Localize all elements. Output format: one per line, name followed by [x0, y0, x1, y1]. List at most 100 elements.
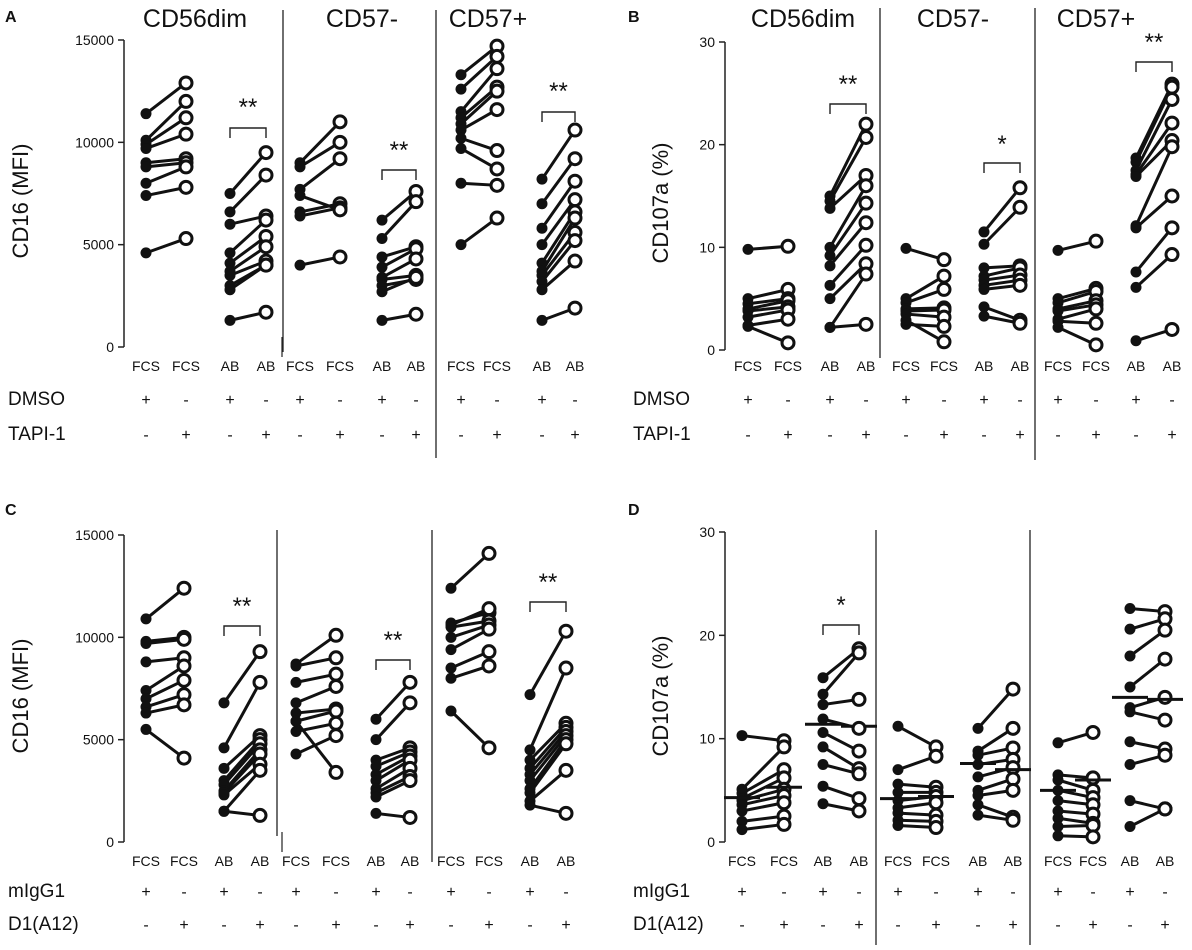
panel-c-condition-label: FCS [322, 853, 350, 869]
panel-a-treatment2-sign: - [539, 427, 544, 444]
panel-a-pair-line [540, 239, 577, 283]
panel-c-open-point [558, 805, 574, 821]
panel-a-filled-point [224, 269, 236, 281]
panel-c-treatment1-sign: + [291, 884, 300, 901]
panel-b-open-point [936, 318, 952, 334]
panel-d-condition-label: FCS [1079, 853, 1107, 869]
panel-c-open-point [176, 750, 192, 766]
panel-b-treatment1-sign: + [825, 392, 834, 409]
panel-a-y-tick-label: 15000 [75, 32, 114, 48]
panel-d-open-point [851, 803, 867, 819]
panel-c-filled-point [218, 742, 230, 754]
panel-d-treatment2-sign: + [1088, 917, 1097, 934]
panel-a-open-point [489, 161, 505, 177]
panel-b-y-tick-label: 0 [707, 342, 715, 358]
panel-c-open-point [252, 807, 268, 823]
panel-a-treatment1-sign: + [456, 392, 465, 409]
panel-b-treatment1-sign: + [1053, 392, 1062, 409]
panel-b-sig-bracket [1135, 61, 1173, 72]
panel-a-condition-label: FCS [483, 358, 511, 374]
panel-a-filled-point [294, 161, 306, 173]
panel-b-condition-label: AB [857, 358, 876, 374]
panel-c-filled-point [445, 582, 457, 594]
panel-a-y-label: CD16 (MFI) [8, 144, 33, 259]
panel-c-y-label: CD16 (MFI) [8, 639, 33, 754]
panel-b-sig-bracket [983, 162, 1021, 173]
panel-d-filled-point [1052, 737, 1064, 749]
panel-c-treatment1-sign: + [141, 884, 150, 901]
panel-c-filled-point [140, 693, 152, 705]
panel-b-open-point [858, 195, 874, 211]
panel-c-condition-label: AB [251, 853, 270, 869]
panel-a-sig-bracket [541, 111, 576, 122]
panel-b-condition-label: AB [821, 358, 840, 374]
panel-a-treatment2-sign: - [143, 427, 148, 444]
panel-d-open-point [1085, 829, 1101, 845]
panel-d-y-tick-label: 30 [699, 524, 715, 540]
panel-d-filled-point [817, 726, 829, 738]
panel-c-pair-line [145, 664, 185, 692]
panel-c-open-point [252, 644, 268, 660]
panel-a-treatment1-sign: - [337, 392, 342, 409]
panel-c-open-point [176, 631, 192, 647]
panel-b-filled-point [1130, 281, 1142, 293]
panel-a-pair-line [144, 100, 188, 142]
panel-c-condition-label: AB [215, 853, 234, 869]
panel-c-filled-point [290, 697, 302, 709]
panel-d-filled-point [817, 780, 829, 792]
panel-b-treatment1-sign: - [1169, 392, 1174, 409]
panel-a-open-point [178, 75, 194, 91]
panel-a-treatment2-sign: + [261, 427, 270, 444]
panel-b-open-point [936, 268, 952, 284]
panel-d-filled-point [1124, 602, 1136, 614]
panel-b-pair-line [982, 186, 1022, 233]
panel-c-pair-line [529, 769, 567, 803]
panel-c-open-point [402, 695, 418, 711]
panel-b-condition-label: FCS [1044, 358, 1072, 374]
panel-a-open-point [489, 177, 505, 193]
panel-a-filled-point [140, 247, 152, 259]
panel-a-filled-point [376, 286, 388, 298]
panel-c-condition-label: AB [367, 853, 386, 869]
panel-a-filled-point [294, 259, 306, 271]
panel-b-pair-line [1134, 253, 1174, 289]
panel-d-condition-label: AB [814, 853, 833, 869]
panel-b-filled-point [978, 283, 990, 295]
panel-a-treatment1-sign: - [572, 392, 577, 409]
panel-c-open-point [328, 650, 344, 666]
panel-c-filled-point [524, 787, 536, 799]
panel-a-y-tick-label: 0 [106, 339, 114, 355]
panel-a-open-point [408, 251, 424, 267]
panel-c-pair-line [528, 667, 568, 751]
panel-d-condition-label: AB [850, 853, 869, 869]
panel-a-letter: A [5, 9, 17, 26]
panel-a-open-point [178, 159, 194, 175]
panel-d-open-point [1005, 681, 1021, 697]
panel-a-condition-label: AB [221, 358, 240, 374]
panel-a-pair-line [298, 120, 342, 164]
panel-c-treatment1-sign: - [257, 884, 262, 901]
panel-a-pair-line [459, 67, 499, 113]
panel-d-filled-point [892, 786, 904, 798]
panel-a-open-point [567, 122, 583, 138]
panel-b-sig-bracket [829, 103, 867, 114]
panel-d-filled-point [817, 759, 829, 770]
panel-c-filled-point [370, 734, 382, 746]
panel-c-open-point [328, 728, 344, 744]
panel-a-treatment2-sign: + [570, 427, 579, 444]
panel-b-open-point [858, 215, 874, 231]
panel-c-treatment1-sign: - [563, 884, 568, 901]
panel-b-treatment1-sign: + [901, 392, 910, 409]
panel-c-open-point [252, 762, 268, 778]
panel-b-filled-point [824, 279, 836, 291]
panel-a-treatment2-sign: - [227, 427, 232, 444]
panel-d-treatment1-sign: - [1090, 884, 1095, 901]
panel-b-treatment2-sign: - [1055, 427, 1060, 444]
panel-b-pair-line [828, 221, 868, 267]
panel-a-condition-label: AB [257, 358, 276, 374]
panel-d-condition-label: FCS [884, 853, 912, 869]
panel-d-filled-point [972, 771, 984, 783]
panel-a-open-point [408, 269, 424, 285]
panel-a-filled-point [455, 83, 467, 95]
panel-b-filled-point [1052, 244, 1064, 256]
